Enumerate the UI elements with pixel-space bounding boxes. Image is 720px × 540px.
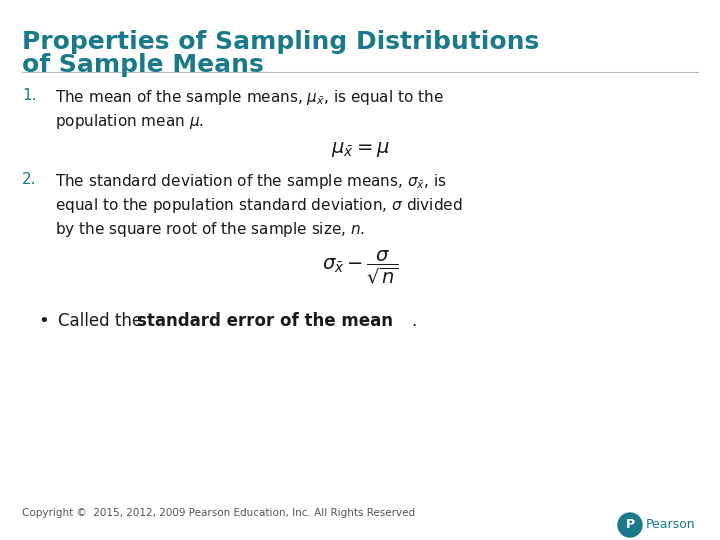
Text: 2.: 2. [22,172,37,187]
Text: Pearson: Pearson [646,518,696,531]
Text: Properties of Sampling Distributions: Properties of Sampling Distributions [22,30,539,54]
Text: •: • [38,312,49,330]
Text: by the square root of the sample size, $n$.: by the square root of the sample size, $… [55,220,365,239]
Text: of Sample Means: of Sample Means [22,53,264,77]
Text: Called the: Called the [58,312,148,330]
Text: 1.: 1. [22,88,37,103]
Text: standard error of the mean: standard error of the mean [137,312,393,330]
Text: The standard deviation of the sample means, $\sigma_{\bar{x}}$, is: The standard deviation of the sample mea… [55,172,447,191]
Text: P: P [626,518,634,531]
Text: $\sigma_{\bar{x}} - \dfrac{\sigma}{\sqrt{n}}$: $\sigma_{\bar{x}} - \dfrac{\sigma}{\sqrt… [322,248,398,286]
Circle shape [618,513,642,537]
Text: equal to the population standard deviation, $\sigma$ divided: equal to the population standard deviati… [55,196,463,215]
Text: The mean of the sample means, $\mu_{\bar{x}}$, is equal to the: The mean of the sample means, $\mu_{\bar… [55,88,444,107]
Text: .: . [411,312,416,330]
Text: $\mu_{\bar{x}} = \mu$: $\mu_{\bar{x}} = \mu$ [330,140,390,159]
Text: population mean $\mu$.: population mean $\mu$. [55,112,204,131]
Text: Copyright ©  2015, 2012, 2009 Pearson Education, Inc. All Rights Reserved: Copyright © 2015, 2012, 2009 Pearson Edu… [22,508,415,518]
